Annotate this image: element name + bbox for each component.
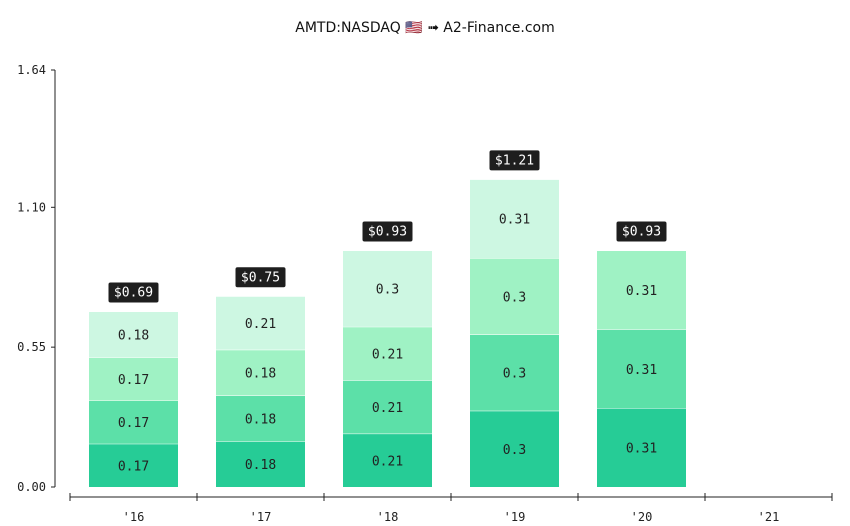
x-tick-label: '21 xyxy=(758,510,780,524)
x-tick-label: '20 xyxy=(631,510,653,524)
bar-segment xyxy=(216,395,305,442)
total-value-label: $1.21 xyxy=(495,153,534,168)
segment-value-label: 0.3 xyxy=(503,367,526,382)
y-tick-label: 0.00 xyxy=(17,480,46,494)
segment-value-label: 0.17 xyxy=(118,373,149,388)
total-value-label: $0.69 xyxy=(114,286,153,301)
segment-value-label: 0.31 xyxy=(626,284,657,299)
bar-segment xyxy=(597,250,686,330)
segment-value-label: 0.21 xyxy=(372,454,403,469)
segment-value-label: 0.31 xyxy=(626,442,657,457)
segment-value-label: 0.21 xyxy=(372,348,403,363)
total-label-box xyxy=(235,267,286,288)
total-label-box xyxy=(362,221,413,242)
bar-segment xyxy=(597,329,686,409)
bar-segment xyxy=(89,443,178,487)
total-value-label: $0.93 xyxy=(622,225,661,240)
segment-value-label: 0.3 xyxy=(503,443,526,458)
total-value-label: $0.75 xyxy=(241,270,280,285)
segment-value-label: 0.18 xyxy=(245,412,276,427)
bars: 0.17 0.17 0.17 0.18 $0.69 0.18 0.18 0.18 0.21 $0.… xyxy=(89,150,686,487)
bar-segment xyxy=(343,250,432,327)
bar-segment xyxy=(89,357,178,401)
bar-segment xyxy=(470,334,559,411)
bar-segment xyxy=(216,296,305,350)
bar-segment xyxy=(343,380,432,434)
chart-title: AMTD:NASDAQ 🇺🇸 ➟ A2-Finance.com xyxy=(295,20,555,36)
x-axis: '16 '17 '18 '19 '20 '21 xyxy=(69,493,833,524)
segment-value-label: 0.21 xyxy=(372,401,403,416)
segment-value-label: 0.17 xyxy=(118,459,149,474)
x-tick-label: '18 xyxy=(377,510,399,524)
x-tick-label: '19 xyxy=(504,510,526,524)
total-label-box xyxy=(616,221,667,242)
bar-segment xyxy=(343,326,432,381)
bar-segment xyxy=(470,179,559,259)
segment-value-label: 0.3 xyxy=(503,290,526,305)
bar-segment xyxy=(343,433,432,487)
y-tick-label: 1.64 xyxy=(17,63,46,77)
segment-value-label: 0.18 xyxy=(118,328,149,343)
segment-value-label: 0.17 xyxy=(118,416,149,431)
bar-segment xyxy=(216,349,305,396)
bar-segment xyxy=(470,410,559,487)
y-tick-label: 0.55 xyxy=(17,340,46,354)
segment-value-label: 0.21 xyxy=(245,317,276,332)
segment-value-label: 0.3 xyxy=(376,283,399,298)
x-tick-label: '17 xyxy=(250,510,272,524)
total-label-box xyxy=(108,282,159,303)
y-axis: 0.00 0.55 1.10 1.64 xyxy=(17,63,56,494)
x-tick-label: '16 xyxy=(123,510,145,524)
bar-segment xyxy=(470,258,559,335)
bar-segment xyxy=(216,441,305,487)
total-label-box xyxy=(489,150,540,171)
segment-value-label: 0.18 xyxy=(245,367,276,382)
y-tick-label: 1.10 xyxy=(17,200,46,214)
segment-value-label: 0.31 xyxy=(499,213,530,228)
bar-segment xyxy=(597,408,686,487)
segment-value-label: 0.18 xyxy=(245,458,276,473)
bar-segment xyxy=(89,400,178,444)
segment-value-label: 0.31 xyxy=(626,363,657,378)
bar-segment xyxy=(89,311,178,358)
total-value-label: $0.93 xyxy=(368,225,407,240)
